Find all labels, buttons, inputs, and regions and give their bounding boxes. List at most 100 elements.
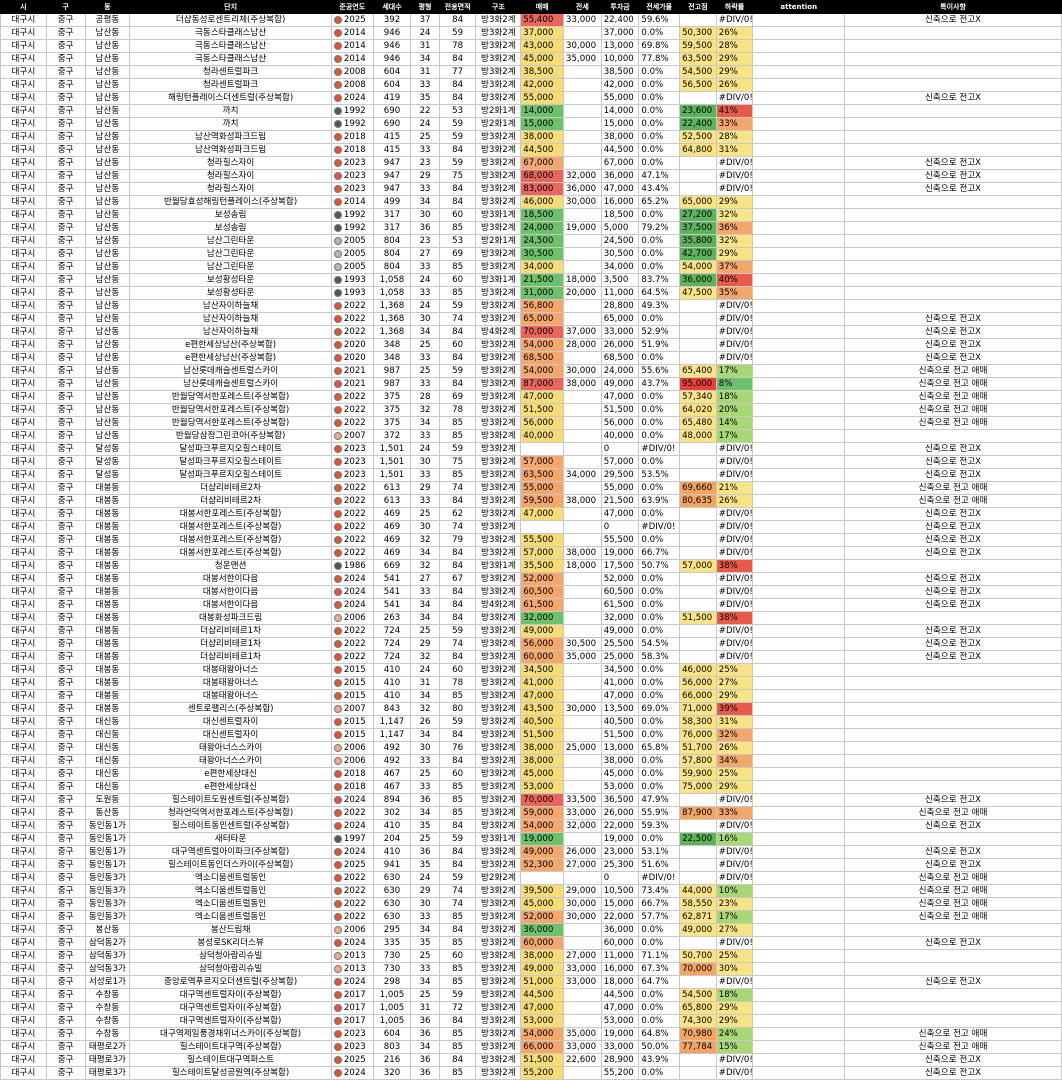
drop-rate-cell[interactable]: #DIV/0! (715, 156, 754, 170)
jeonse-cell[interactable] (563, 26, 602, 40)
structure-cell[interactable]: 방3화2계 (475, 52, 522, 66)
area-cell[interactable]: 84 (438, 728, 477, 742)
drop-rate-cell[interactable]: 25% (715, 949, 754, 963)
year-cell[interactable]: 2018 (330, 780, 374, 794)
area-cell[interactable]: 85 (438, 416, 477, 430)
drop-rate-cell[interactable]: #DIV/0! (715, 338, 754, 352)
structure-cell[interactable]: 방3화2계 (475, 949, 522, 963)
pyeong-cell[interactable]: 33 (410, 494, 440, 508)
year-cell[interactable]: 1992 (330, 104, 374, 118)
sale-price-cell[interactable]: 55,400 (520, 13, 565, 27)
area-cell[interactable]: 59 (438, 117, 477, 131)
attention-cell[interactable] (752, 650, 846, 664)
note-cell[interactable]: 신축으로 전고X (844, 169, 1062, 183)
pyeong-cell[interactable]: 36 (410, 1053, 440, 1067)
structure-cell[interactable]: 방3화2계 (475, 286, 522, 300)
drop-rate-cell[interactable]: 25% (715, 767, 754, 781)
district-cell[interactable]: 중구 (45, 156, 86, 170)
city-cell[interactable]: 대구시 (0, 26, 47, 40)
pyeong-cell[interactable]: 34 (410, 546, 440, 560)
complex-cell[interactable]: 대구역센트럴아이파크(주상복합) (129, 845, 332, 859)
area-cell[interactable]: 59 (438, 130, 477, 144)
jeonse-cell[interactable] (563, 156, 602, 170)
attention-cell[interactable] (752, 689, 846, 703)
jeonse-cell[interactable] (563, 715, 602, 729)
sale-price-cell[interactable]: 14,000 (520, 104, 565, 118)
drop-rate-cell[interactable]: 24% (715, 1027, 754, 1041)
pyeong-cell[interactable]: 26 (410, 715, 440, 729)
district-cell[interactable]: 중구 (45, 572, 86, 586)
drop-rate-cell[interactable]: #DIV/0! (715, 169, 754, 183)
note-cell[interactable]: 신축으로 전고X (844, 520, 1062, 534)
households-cell[interactable]: 804 (372, 260, 412, 274)
jeonse-ratio-cell[interactable]: 58.3% (638, 650, 681, 664)
pyeong-cell[interactable]: 32 (410, 533, 440, 547)
investment-cell[interactable]: 44,500 (600, 143, 640, 157)
attention-cell[interactable] (752, 260, 846, 274)
peak-price-cell[interactable] (679, 455, 717, 469)
city-cell[interactable]: 대구시 (0, 988, 47, 1002)
district-cell[interactable]: 중구 (45, 650, 86, 664)
sale-price-cell[interactable]: 45,000 (520, 897, 565, 911)
district-cell[interactable]: 중구 (45, 312, 86, 326)
pyeong-cell[interactable]: 32 (410, 403, 440, 417)
attention-cell[interactable] (752, 962, 846, 976)
investment-cell[interactable]: 47,000 (600, 689, 640, 703)
complex-cell[interactable]: 더샵동성로센트리체(주상복합) (129, 13, 332, 27)
year-cell[interactable]: 2008 (330, 78, 374, 92)
households-cell[interactable]: 541 (372, 572, 412, 586)
households-cell[interactable]: 941 (372, 858, 412, 872)
city-cell[interactable]: 대구시 (0, 442, 47, 456)
sale-price-cell[interactable]: 46,000 (520, 195, 565, 209)
attention-cell[interactable] (752, 819, 846, 833)
year-cell[interactable]: 2020 (330, 338, 374, 352)
complex-cell[interactable]: 대봉화성파크드림 (129, 611, 332, 625)
attention-cell[interactable] (752, 1001, 846, 1015)
households-cell[interactable]: 1,005 (372, 1001, 412, 1015)
sale-price-cell[interactable]: 70,000 (520, 325, 565, 339)
attention-cell[interactable] (752, 715, 846, 729)
note-cell[interactable] (844, 299, 1062, 313)
jeonse-ratio-cell[interactable]: 64.8% (638, 1027, 681, 1041)
jeonse-ratio-cell[interactable]: 0.0% (638, 156, 681, 170)
jeonse-ratio-cell[interactable]: 59.6% (638, 13, 681, 27)
dong-cell[interactable]: 남산동 (84, 325, 131, 339)
investment-cell[interactable]: 60,500 (600, 585, 640, 599)
area-cell[interactable]: 59 (438, 299, 477, 313)
note-cell[interactable]: 신축으로 전고X (844, 845, 1062, 859)
jeonse-cell[interactable]: 38,000 (563, 494, 602, 508)
attention-cell[interactable] (752, 286, 846, 300)
year-cell[interactable]: 2014 (330, 52, 374, 66)
drop-rate-cell[interactable]: 20% (715, 403, 754, 417)
structure-cell[interactable]: 방3화2계 (475, 182, 522, 196)
city-cell[interactable]: 대구시 (0, 208, 47, 222)
area-cell[interactable]: 84 (438, 923, 477, 937)
drop-rate-cell[interactable]: 26% (715, 78, 754, 92)
jeonse-cell[interactable] (563, 520, 602, 534)
households-cell[interactable]: 947 (372, 182, 412, 196)
households-cell[interactable]: 335 (372, 936, 412, 950)
area-cell[interactable]: 85 (438, 806, 477, 820)
sale-price-cell[interactable]: 32,000 (520, 611, 565, 625)
dong-cell[interactable]: 대신동 (84, 728, 131, 742)
area-cell[interactable]: 59 (438, 988, 477, 1002)
peak-price-cell[interactable]: 69,660 (679, 481, 717, 495)
peak-price-cell[interactable] (679, 845, 717, 859)
city-cell[interactable]: 대구시 (0, 195, 47, 209)
drop-rate-cell[interactable]: 23% (715, 897, 754, 911)
area-cell[interactable]: 60 (438, 663, 477, 677)
households-cell[interactable]: 1,058 (372, 273, 412, 287)
note-cell[interactable] (844, 923, 1062, 937)
area-cell[interactable]: 59 (438, 715, 477, 729)
city-cell[interactable]: 대구시 (0, 455, 47, 469)
households-cell[interactable]: 541 (372, 598, 412, 612)
district-cell[interactable]: 중구 (45, 1066, 86, 1080)
complex-cell[interactable]: 더샵리비테르1차 (129, 650, 332, 664)
dong-cell[interactable]: 대봉동 (84, 494, 131, 508)
investment-cell[interactable]: 3,500 (600, 273, 640, 287)
sale-price-cell[interactable] (520, 520, 565, 534)
dong-cell[interactable]: 대봉동 (84, 702, 131, 716)
jeonse-ratio-cell[interactable]: 0.0% (638, 663, 681, 677)
note-cell[interactable]: 신축으로 전고X (844, 572, 1062, 586)
area-cell[interactable]: 60 (438, 767, 477, 781)
